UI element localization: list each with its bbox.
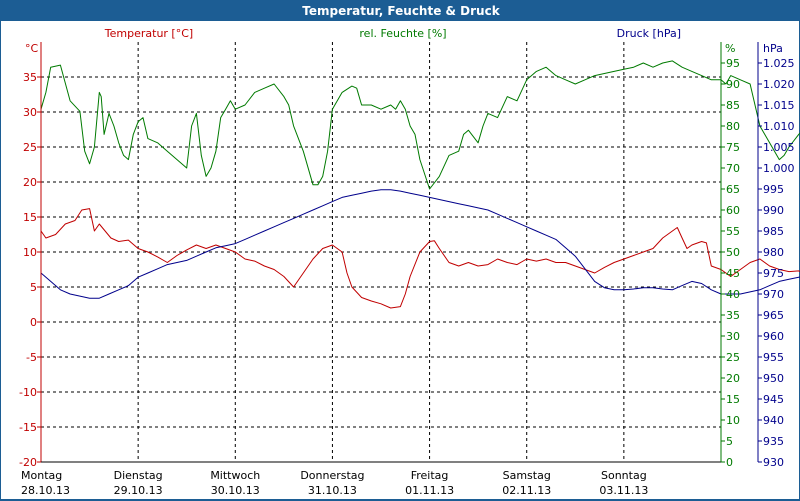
- humidity-unit-label: %: [725, 42, 735, 55]
- humidity-tick-label: 80: [726, 120, 740, 133]
- humidity-tick-label: 65: [726, 183, 740, 196]
- pressure-tick-label: 975: [763, 267, 784, 280]
- humidity-tick-label: 5: [726, 435, 733, 448]
- temperature-unit-label: °C: [25, 42, 39, 55]
- humidity-tick-label: 20: [726, 372, 740, 385]
- temperature-tick-label: 35: [23, 71, 37, 84]
- pressure-tick-label: 955: [763, 351, 784, 364]
- day-weekday-label: Samstag: [503, 469, 551, 482]
- temperature-tick-label: -10: [19, 386, 37, 399]
- humidity-tick-label: 95: [726, 57, 740, 70]
- grid: [41, 42, 721, 462]
- temperature-tick-label: -20: [19, 456, 37, 469]
- pressure-tick-label: 1.000: [763, 162, 795, 175]
- axis-labels: -20 -15 -10 -5 0 5 10 15 20 25 30 35 0 5 10 15 20 25 30 35 4…: [19, 27, 794, 497]
- day-weekday-label: Mittwoch: [210, 469, 260, 482]
- pressure-tick-label: 980: [763, 246, 784, 259]
- pressure-tick-label: 945: [763, 393, 784, 406]
- pressure-tick-label: 970: [763, 288, 784, 301]
- pressure-tick-label: 1.020: [763, 78, 795, 91]
- pressure-tick-label: 1.005: [763, 141, 795, 154]
- temperature-axis-title: Temperatur [°C]: [104, 27, 193, 40]
- humidity-tick-label: 55: [726, 225, 740, 238]
- humidity-tick-label: 45: [726, 267, 740, 280]
- window-title: Temperatur, Feuchte & Druck: [1, 1, 800, 21]
- pressure-tick-label: 950: [763, 372, 784, 385]
- day-date-label: 28.10.13: [21, 484, 70, 497]
- temperature-tick-label: 5: [30, 281, 37, 294]
- humidity-tick-label: 10: [726, 414, 740, 427]
- pressure-tick-label: 985: [763, 225, 784, 238]
- humidity-tick-label: 30: [726, 330, 740, 343]
- temperature-tick-label: -5: [26, 351, 37, 364]
- humidity-tick-label: 90: [726, 78, 740, 91]
- pressure-tick-label: 935: [763, 435, 784, 448]
- humidity-tick-label: 15: [726, 393, 740, 406]
- day-weekday-label: Dienstag: [114, 469, 163, 482]
- pressure-line: [40, 189, 800, 299]
- temperature-tick-label: 10: [23, 246, 37, 259]
- pressure-tick-label: 940: [763, 414, 784, 427]
- series-layer: [40, 60, 800, 309]
- humidity-line: [40, 60, 800, 190]
- humidity-tick-label: 75: [726, 141, 740, 154]
- pressure-tick-label: 960: [763, 330, 784, 343]
- humidity-tick-label: 40: [726, 288, 740, 301]
- axes: [37, 42, 762, 463]
- day-date-label: 29.10.13: [114, 484, 163, 497]
- day-weekday-label: Sonntag: [601, 469, 647, 482]
- day-date-label: 31.10.13: [308, 484, 357, 497]
- day-weekday-label: Montag: [21, 469, 62, 482]
- day-date-label: 30.10.13: [211, 484, 260, 497]
- pressure-tick-label: 995: [763, 183, 784, 196]
- temperature-tick-label: 20: [23, 176, 37, 189]
- pressure-tick-label: 990: [763, 204, 784, 217]
- humidity-tick-label: 35: [726, 309, 740, 322]
- temperature-tick-label: 15: [23, 211, 37, 224]
- humidity-tick-label: 60: [726, 204, 740, 217]
- day-date-label: 03.11.13: [599, 484, 648, 497]
- pressure-tick-label: 1.025: [763, 57, 795, 70]
- humidity-tick-label: 50: [726, 246, 740, 259]
- day-weekday-label: Donnerstag: [300, 469, 364, 482]
- temperature-tick-label: 25: [23, 141, 37, 154]
- pressure-axis-title: Druck [hPa]: [617, 27, 681, 40]
- humidity-tick-label: 70: [726, 162, 740, 175]
- humidity-tick-label: 85: [726, 99, 740, 112]
- pressure-tick-label: 1.010: [763, 120, 795, 133]
- temperature-tick-label: 0: [30, 316, 37, 329]
- pressure-tick-label: 930: [763, 456, 784, 469]
- humidity-tick-label: 25: [726, 351, 740, 364]
- temperature-tick-label: 30: [23, 106, 37, 119]
- temperature-line: [40, 208, 800, 309]
- temperature-tick-label: -15: [19, 421, 37, 434]
- humidity-tick-label: 0: [726, 456, 733, 469]
- pressure-tick-label: 1.015: [763, 99, 795, 112]
- pressure-tick-label: 965: [763, 309, 784, 322]
- pressure-unit-label: hPa: [763, 42, 783, 55]
- day-weekday-label: Freitag: [411, 469, 449, 482]
- day-date-label: 02.11.13: [502, 484, 551, 497]
- weather-chart: -20 -15 -10 -5 0 5 10 15 20 25 30 35 0 5 10 15 20 25 30 35 4…: [19, 27, 800, 497]
- humidity-axis-title: rel. Feuchte [%]: [359, 27, 446, 40]
- day-date-label: 01.11.13: [405, 484, 454, 497]
